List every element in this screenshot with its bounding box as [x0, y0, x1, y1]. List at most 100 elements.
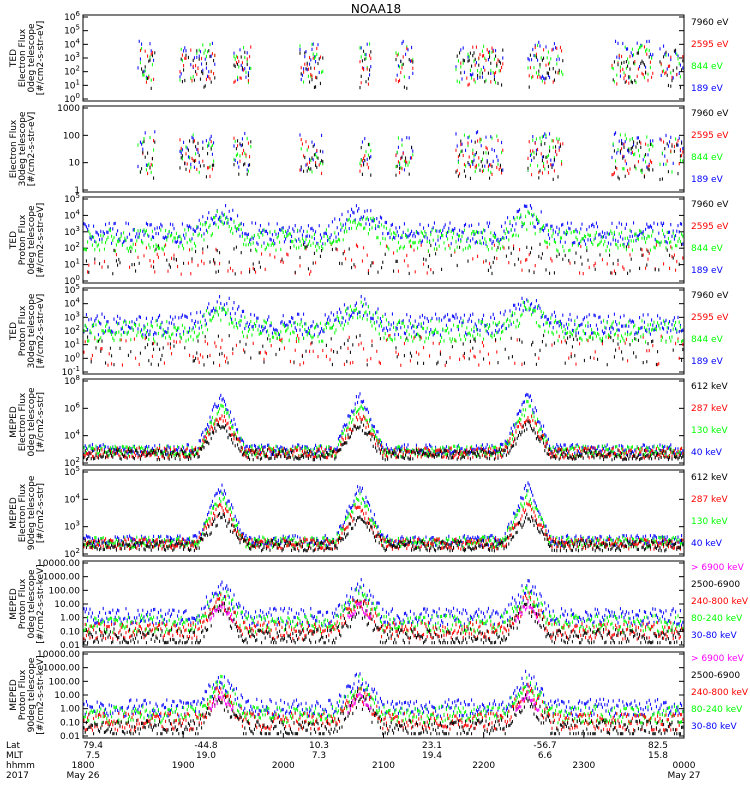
plot-frame — [82, 14, 685, 102]
series-green — [83, 209, 684, 253]
x-row-value: 82.5 — [648, 741, 668, 751]
series-red — [87, 242, 684, 276]
series-black — [141, 48, 684, 90]
x-row-value: 19.4 — [422, 751, 442, 761]
legend-entry: 2500-6900 — [691, 580, 740, 590]
series-red — [139, 45, 684, 87]
plot-frame — [82, 105, 685, 193]
x-row-label: hhmm — [6, 761, 35, 771]
panel-8: 0.01 0.10 1.00 10.00 100.00 1000.00 10000.00 ME… — [9, 650, 749, 742]
x-row-value: 0000 — [673, 761, 696, 771]
legend-entry: 189 eV — [691, 175, 724, 185]
y-axis-label: Electron Flux — [9, 119, 19, 178]
legend-entry: 612 keV — [691, 473, 728, 483]
y-axis-label: TED — [9, 49, 19, 68]
x-row-value: 2200 — [472, 761, 495, 771]
series-black — [85, 242, 683, 276]
series-red — [83, 334, 684, 367]
y-tick-label: 100.00 — [49, 586, 81, 596]
legend-entry: 130 keV — [691, 517, 728, 527]
y-tick-label: 103 — [64, 225, 80, 238]
x-row-value: 7.5 — [86, 751, 100, 761]
y-axis-label: [#/cm2-s-str-keV] — [36, 564, 46, 643]
y-tick-label: 101 — [64, 258, 80, 271]
y-tick-label: 104 — [64, 37, 80, 50]
y-axis-label: MEPED — [9, 588, 19, 620]
legend-entry: 130 keV — [691, 426, 728, 436]
y-tick-label: 1 — [74, 186, 80, 196]
series-magenta — [209, 691, 540, 715]
legend-entry: > 6900 keV — [691, 563, 745, 573]
legend-entry: 2595 eV — [691, 40, 729, 50]
y-axis-label: Electron Flux — [18, 483, 28, 542]
legend-entry: 2595 eV — [691, 313, 729, 323]
legend-entry: 2500-6900 — [691, 671, 740, 681]
y-tick-label: 102 — [64, 241, 80, 254]
y-tick-label: 1.00 — [60, 705, 80, 715]
y-axis-label: 0deg telescope — [27, 23, 37, 93]
x-row-value: 19.0 — [196, 751, 216, 761]
y-tick-label: 10000.00 — [37, 650, 80, 660]
legend-entry: 7960 eV — [691, 18, 729, 28]
legend-entry: 612 keV — [691, 382, 728, 392]
y-axis-label: Proton Flux — [18, 669, 28, 720]
legend-entry: 2595 eV — [691, 222, 729, 232]
panel-7: 0.01 0.10 1.00 10.00 100.00 1000.00 10000.00 ME… — [9, 559, 749, 651]
legend-entry: 844 eV — [691, 335, 724, 345]
series-green — [83, 299, 684, 344]
legend-entry: 80-240 keV — [691, 705, 743, 715]
y-tick-label: 106 — [64, 10, 80, 23]
x-row-value: 2300 — [572, 761, 595, 771]
legend-entry: 240-800 keV — [691, 597, 749, 607]
y-tick-label: 104 — [64, 208, 80, 221]
x-axis-labels: Lat 79.4 -44.8 10.3 23.1 -56.7 82.5 MLT 7.5 19.0 7… — [6, 733, 700, 781]
y-tick-label: 0.10 — [60, 718, 80, 728]
series-black — [87, 333, 684, 367]
legend-entry: > 6900 keV — [691, 654, 745, 664]
plot-frame — [82, 469, 685, 557]
x-row-value: -56.7 — [533, 741, 556, 751]
legend-entry: 7960 eV — [691, 291, 729, 301]
y-tick-label: 106 — [64, 401, 80, 414]
series-black — [83, 419, 684, 462]
series-green — [137, 133, 684, 174]
x-row-label: Lat — [6, 741, 21, 751]
x-row-value: 10.3 — [309, 741, 329, 751]
series-magenta — [209, 600, 540, 623]
legend-entry: 30-80 keV — [691, 722, 737, 732]
x-row-value: 15.8 — [648, 751, 668, 761]
y-axis-label: [#/cm2-s-str] — [36, 392, 46, 452]
legend-entry: 189 eV — [691, 84, 724, 94]
x-end-date: May 27 — [668, 771, 701, 781]
x-row-value: 6.6 — [538, 751, 553, 761]
y-axis-label: MEPED — [9, 679, 19, 711]
series-blue — [83, 669, 684, 719]
legend-entry: 80-240 keV — [691, 614, 743, 624]
y-tick-label: 103 — [64, 310, 80, 323]
x-row-value: 79.4 — [83, 741, 103, 751]
y-tick-label: 104 — [64, 429, 80, 442]
plot-frame — [82, 196, 685, 284]
plot-frame — [82, 287, 685, 375]
y-axis-label: 90deg telescope — [27, 475, 37, 550]
x-start-date: May 26 — [67, 771, 100, 781]
x-row-value: 1900 — [172, 761, 195, 771]
y-axis-label: Proton Flux — [18, 214, 28, 265]
y-tick-label: 102 — [64, 324, 80, 337]
y-axis-label: [#/cm2-s-str-eV] — [36, 294, 46, 369]
y-axis-label: [#/cm2-s-str-eV] — [36, 21, 46, 96]
chart-title: NOAA18 — [351, 2, 401, 16]
y-tick-label: 0.10 — [60, 627, 80, 637]
y-axis-label: 30deg telescope — [18, 111, 28, 186]
y-tick-label: 105 — [64, 24, 80, 37]
y-axis-label: TED — [9, 231, 19, 250]
y-tick-label: 103 — [64, 51, 80, 64]
series-black — [83, 512, 684, 553]
y-axis-label: MEPED — [9, 406, 19, 438]
y-axis-label: [#/cm2-s-str-eV] — [36, 203, 46, 278]
y-axis-label: TED — [9, 322, 19, 341]
